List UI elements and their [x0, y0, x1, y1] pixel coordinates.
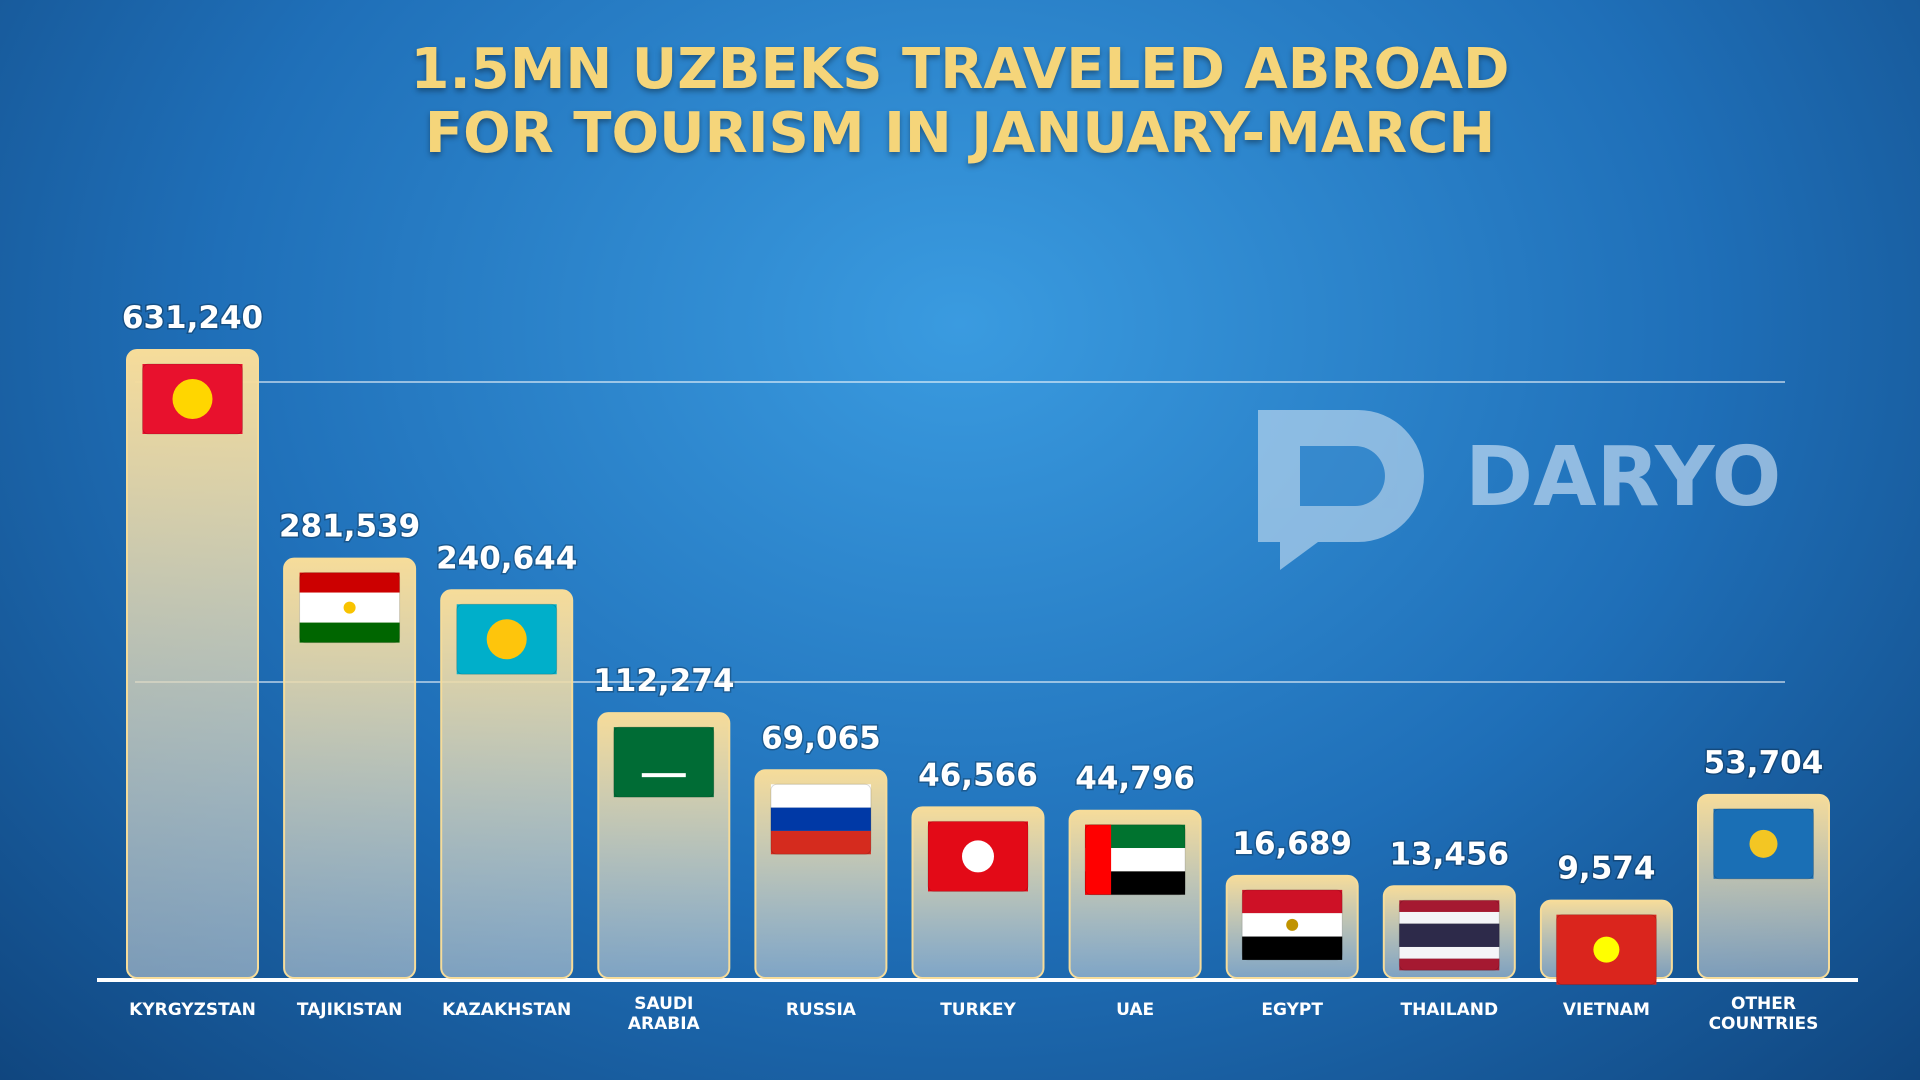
x-tick-label: TURKEY	[940, 1000, 1016, 1020]
flag	[142, 363, 243, 435]
flag	[770, 783, 872, 855]
flag-emblem	[641, 773, 686, 778]
x-tick-label: RUSSIA	[785, 1000, 856, 1020]
flag	[1241, 889, 1343, 961]
flag-frame	[1241, 889, 1343, 961]
flag-emblem	[1593, 936, 1620, 963]
flag-stripe	[770, 830, 871, 855]
flag-emblem	[172, 379, 213, 419]
flag-frame	[1398, 899, 1500, 971]
flag-emblem	[1749, 829, 1778, 858]
value-label: 631,240	[122, 300, 263, 336]
flag-stripe	[1399, 946, 1500, 959]
x-tick-label: OTHER COUNTRIES	[1708, 994, 1819, 1034]
flag	[299, 572, 401, 644]
x-tick-label: KAZAKHSTAN	[442, 1000, 572, 1020]
bar	[126, 349, 259, 979]
bar	[440, 589, 574, 979]
flag-stripe	[1242, 936, 1343, 960]
flag-stripe	[1399, 911, 1500, 924]
value-label: 16,689	[1232, 826, 1352, 862]
bar	[283, 557, 417, 979]
flag	[1398, 899, 1500, 971]
flag-emblem	[486, 619, 527, 660]
value-label: 112,274	[593, 663, 734, 699]
flag-stripe	[613, 727, 714, 798]
flag-stripe	[770, 807, 871, 831]
flag-frame	[1555, 914, 1657, 986]
flag-frame	[299, 572, 401, 644]
x-tick-label: THAILAND	[1400, 1000, 1499, 1020]
flag	[927, 820, 1029, 892]
flag-stripe	[299, 622, 400, 643]
value-label: 53,704	[1704, 745, 1824, 781]
x-tick-label: VIETNAM	[1562, 1000, 1650, 1020]
flag	[613, 726, 715, 798]
flag	[1555, 914, 1657, 986]
flag-emblem	[343, 601, 356, 614]
flag-stripe	[1399, 900, 1500, 912]
value-label: 69,065	[761, 720, 881, 756]
value-label: 240,644	[436, 540, 577, 576]
flag-band	[1085, 824, 1112, 895]
logo-icon	[1258, 410, 1424, 570]
flag-stripe	[1242, 889, 1343, 914]
x-tick-label: SAUDI ARABIA	[627, 994, 700, 1034]
flag-stripe	[1399, 923, 1500, 947]
value-label: 9,574	[1557, 851, 1655, 887]
x-tick-label: EGYPT	[1261, 1000, 1323, 1020]
flag-frame	[613, 726, 715, 798]
flag-frame	[1084, 824, 1186, 896]
flag-stripe	[299, 572, 400, 593]
x-tick-label: TAJIKISTAN	[296, 1000, 403, 1020]
flag-frame	[456, 603, 558, 675]
x-tick-label: UAE	[1116, 1000, 1155, 1020]
flag-stripe	[1399, 958, 1500, 971]
chart-title: 1.5MN UZBEKS TRAVELED ABROAD FOR TOURISM…	[410, 37, 1510, 166]
flag-stripe	[770, 784, 871, 808]
value-label: 13,456	[1389, 836, 1509, 872]
flag-frame	[1713, 808, 1814, 880]
flag-emblem	[962, 840, 994, 873]
flag-frame	[142, 363, 243, 435]
value-label: 46,566	[918, 757, 1038, 793]
x-tick-label: KYRGYZSTAN	[129, 1000, 256, 1020]
brand: DARYO	[1465, 430, 1782, 525]
flag	[1713, 808, 1814, 880]
value-label: 44,796	[1075, 761, 1195, 797]
flag	[1084, 824, 1186, 896]
flag-emblem	[1286, 918, 1299, 931]
value-label: 281,539	[279, 509, 420, 545]
flag-frame	[770, 783, 872, 855]
flag-frame	[927, 820, 1029, 892]
flag	[456, 603, 558, 675]
